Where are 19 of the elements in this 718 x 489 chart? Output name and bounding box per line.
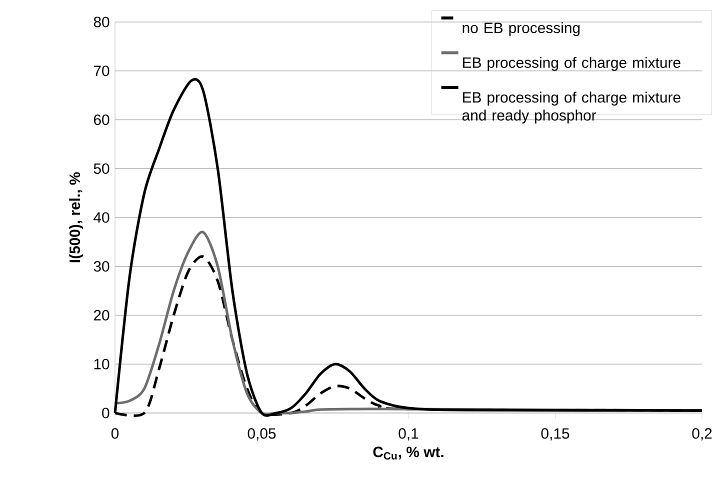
y-tick-label: 20 [94,310,110,321]
x-axis-title: C$_{Cu}$, % wt. [373,446,444,460]
x-tick-label: 0 [111,428,119,439]
y-tick-label: 40 [94,212,110,223]
y-axis-title: I(500), rel., % [69,172,84,262]
x-tick-label: 0,2 [692,428,712,441]
y-tick-label: 30 [94,261,110,272]
y-tick-label: 60 [94,114,110,126]
legend-label: EB processing of charge mixture and ready phosphor [462,92,680,124]
y-tick-label: 50 [94,163,110,174]
legend-label: no EB processing [462,22,580,36]
legend-label: EB processing of charge mixture [463,56,680,71]
x-tick-label: 0,1 [398,428,418,441]
y-tick-label: 10 [94,358,110,370]
x-tick-label: 0,05 [248,428,276,441]
y-tick-label: 70 [94,66,110,76]
y-tick-label: 80 [94,16,110,28]
x-tick-label: 0,15 [541,428,570,441]
y-tick-label: 0 [102,408,110,418]
